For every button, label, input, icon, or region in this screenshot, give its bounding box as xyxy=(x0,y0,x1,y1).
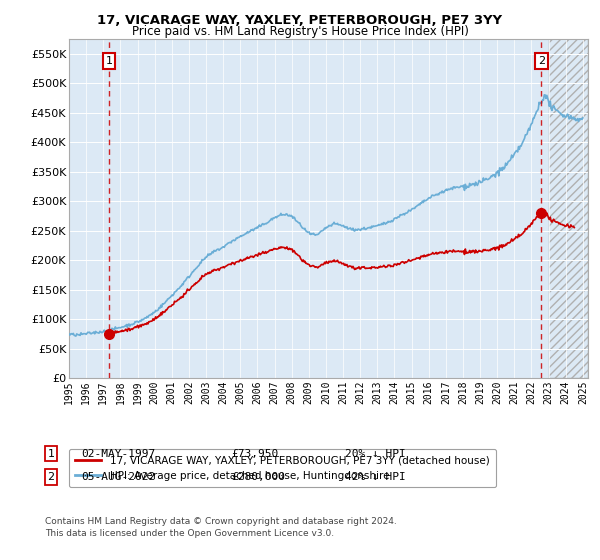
Text: This data is licensed under the Open Government Licence v3.0.: This data is licensed under the Open Gov… xyxy=(45,529,334,538)
Text: 2: 2 xyxy=(538,56,545,66)
Text: 02-MAY-1997: 02-MAY-1997 xyxy=(81,449,155,459)
Text: 2: 2 xyxy=(47,472,55,482)
Text: Contains HM Land Registry data © Crown copyright and database right 2024.: Contains HM Land Registry data © Crown c… xyxy=(45,517,397,526)
Bar xyxy=(548,39,588,378)
Text: 1: 1 xyxy=(47,449,55,459)
Text: Price paid vs. HM Land Registry's House Price Index (HPI): Price paid vs. HM Land Registry's House … xyxy=(131,25,469,38)
Text: 05-AUG-2022: 05-AUG-2022 xyxy=(81,472,155,482)
Text: 17, VICARAGE WAY, YAXLEY, PETERBOROUGH, PE7 3YY: 17, VICARAGE WAY, YAXLEY, PETERBOROUGH, … xyxy=(97,14,503,27)
Text: 42% ↓ HPI: 42% ↓ HPI xyxy=(345,472,406,482)
Text: 20% ↓ HPI: 20% ↓ HPI xyxy=(345,449,406,459)
Text: 1: 1 xyxy=(106,56,112,66)
Text: £280,000: £280,000 xyxy=(231,472,285,482)
Legend: 17, VICARAGE WAY, YAXLEY, PETERBOROUGH, PE7 3YY (detached house), HPI: Average p: 17, VICARAGE WAY, YAXLEY, PETERBOROUGH, … xyxy=(69,449,496,487)
Text: £73,950: £73,950 xyxy=(231,449,278,459)
